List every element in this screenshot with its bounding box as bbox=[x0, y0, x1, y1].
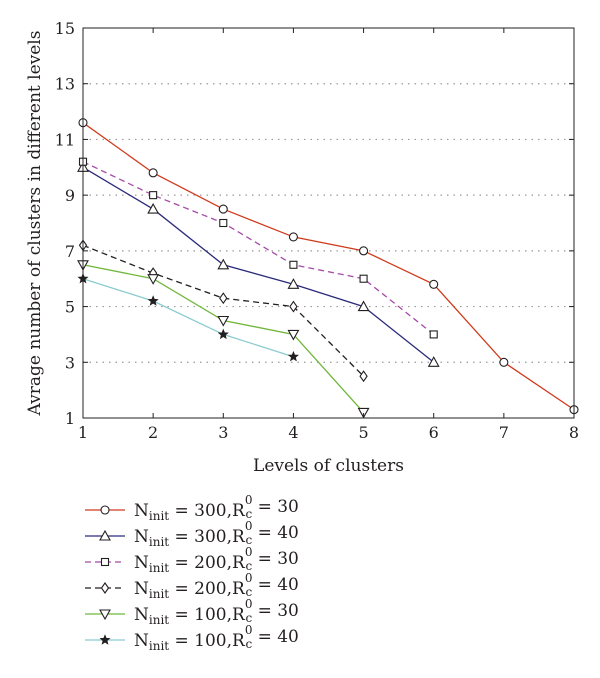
legend-label: Ninit = 200,R0 c = 30 bbox=[134, 545, 299, 575]
grid-lines bbox=[83, 83, 574, 363]
triangle-up-marker bbox=[427, 356, 440, 367]
triangle-down-marker bbox=[99, 609, 111, 621]
square-marker bbox=[359, 274, 368, 283]
x-tick-label: 5 bbox=[358, 423, 368, 442]
diamond-marker bbox=[100, 582, 110, 594]
legend-label: Ninit = 300,R0 c = 40 bbox=[134, 519, 299, 549]
plot-frame bbox=[82, 27, 575, 419]
triangle-down-marker bbox=[287, 329, 300, 341]
y-tick-label: 5 bbox=[65, 298, 75, 317]
y-tick-label: 7 bbox=[65, 242, 75, 261]
star-marker bbox=[217, 328, 229, 340]
triangle-up-marker bbox=[217, 258, 230, 270]
y-tick-label: 3 bbox=[65, 353, 75, 372]
diamond-marker bbox=[289, 300, 298, 313]
circle-marker bbox=[218, 204, 228, 214]
square-marker bbox=[219, 218, 228, 228]
series-3 bbox=[78, 157, 438, 339]
y-axis-title: Avrage number of clusters in different l… bbox=[25, 31, 45, 417]
circle-marker bbox=[148, 168, 158, 178]
series-1 bbox=[78, 118, 579, 415]
series-line bbox=[82, 166, 435, 363]
star-marker bbox=[99, 634, 111, 645]
square-marker bbox=[149, 191, 158, 200]
legend-label: Ninit = 300,R0 c = 30 bbox=[134, 493, 299, 523]
series-5 bbox=[77, 260, 370, 419]
triangle-up-marker bbox=[147, 202, 160, 214]
y-tick-label: 1 bbox=[65, 409, 75, 428]
series-line bbox=[82, 122, 575, 411]
y-tick-label: 15 bbox=[55, 19, 75, 38]
square-marker bbox=[429, 330, 438, 339]
x-tick-label: 7 bbox=[499, 423, 509, 442]
x-tick-label: 6 bbox=[429, 423, 439, 442]
series-2 bbox=[77, 161, 440, 367]
x-tick-label: 1 bbox=[78, 423, 88, 442]
legend-item: Ninit = 200,R0 c = 30 bbox=[85, 545, 299, 575]
triangle-up-marker bbox=[99, 529, 111, 541]
series-line bbox=[82, 278, 294, 358]
legend-item: Ninit = 300,R0 c = 30 bbox=[85, 493, 299, 523]
star-marker bbox=[147, 295, 159, 306]
star-marker bbox=[287, 350, 299, 362]
triangle-up-marker bbox=[287, 278, 300, 289]
series-line bbox=[82, 264, 365, 413]
y-tick-label: 13 bbox=[55, 75, 75, 94]
y-tick-label: 9 bbox=[65, 186, 75, 205]
square-marker bbox=[100, 557, 110, 567]
circle-marker bbox=[429, 279, 439, 289]
series-6 bbox=[77, 272, 299, 362]
circle-marker bbox=[359, 246, 369, 256]
legend-item: Ninit = 100,R0 c = 40 bbox=[85, 623, 299, 653]
legend-label: Ninit = 100,R0 c = 40 bbox=[134, 623, 299, 653]
series-lines bbox=[77, 118, 579, 419]
triangle-down-marker bbox=[217, 315, 230, 327]
x-tick-label: 8 bbox=[569, 423, 579, 442]
legend-item: Ninit = 100,R0 c = 30 bbox=[85, 597, 299, 627]
diamond-marker bbox=[219, 292, 228, 305]
series-4 bbox=[78, 239, 368, 383]
diamond-marker bbox=[359, 370, 368, 383]
series-line bbox=[82, 244, 365, 377]
x-tick-label: 3 bbox=[218, 423, 228, 442]
x-axis-title: Levels of clusters bbox=[253, 456, 404, 476]
legend-label: Ninit = 100,R0 c = 30 bbox=[134, 597, 299, 627]
triangle-down-marker bbox=[147, 274, 160, 285]
series-line bbox=[82, 161, 435, 335]
triangle-up-marker bbox=[357, 300, 370, 312]
circle-marker bbox=[288, 232, 298, 242]
legend-item: Ninit = 300,R0 c = 40 bbox=[85, 519, 299, 549]
y-tick-label: 11 bbox=[55, 130, 75, 149]
circle-marker bbox=[100, 505, 110, 515]
x-tick-label: 4 bbox=[288, 423, 298, 442]
legend-label: Ninit = 200,R0 c = 40 bbox=[134, 571, 299, 601]
square-marker bbox=[289, 260, 298, 269]
x-tick-label: 2 bbox=[148, 423, 158, 442]
circle-marker bbox=[499, 357, 509, 367]
legend-item: Ninit = 200,R0 c = 40 bbox=[85, 571, 299, 601]
triangle-down-marker bbox=[357, 407, 370, 419]
